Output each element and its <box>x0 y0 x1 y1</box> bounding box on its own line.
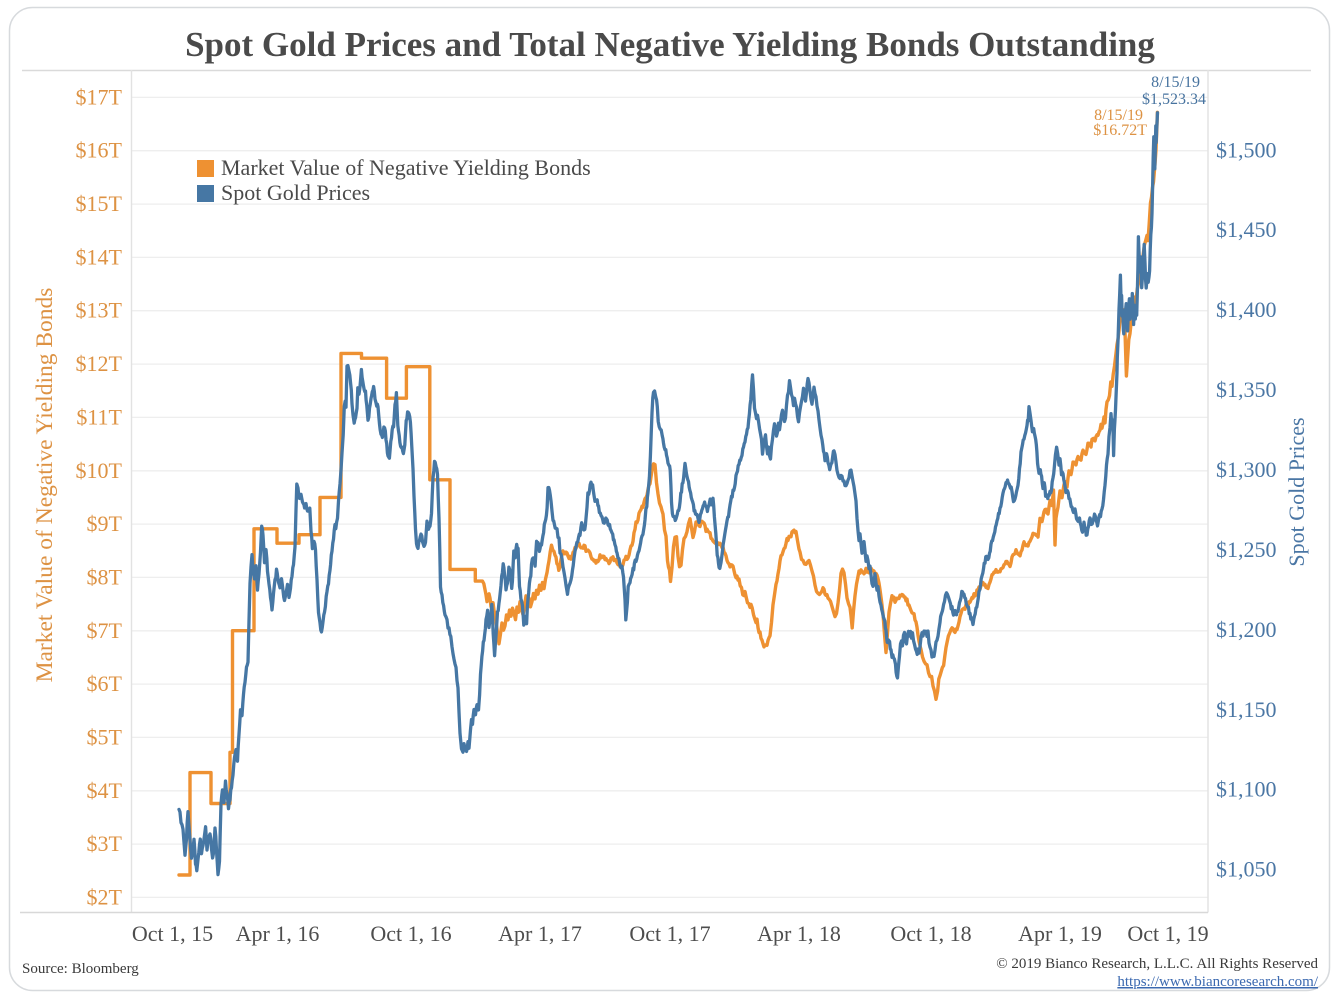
svg-text:$1,250: $1,250 <box>1216 537 1277 562</box>
svg-text:https://www.biancoresearch.com: https://www.biancoresearch.com/ <box>1117 974 1318 990</box>
svg-text:$16.72T: $16.72T <box>1093 122 1147 139</box>
svg-text:$1,100: $1,100 <box>1216 777 1277 802</box>
svg-text:$17T: $17T <box>76 84 123 109</box>
svg-text:$1,200: $1,200 <box>1216 617 1277 642</box>
svg-text:$4T: $4T <box>87 778 123 803</box>
svg-text:$16T: $16T <box>76 138 123 163</box>
svg-text:Spot Gold Prices and Total Neg: Spot Gold Prices and Total Negative Yiel… <box>185 25 1155 64</box>
svg-text:Oct 1, 18: Oct 1, 18 <box>890 921 971 946</box>
svg-text:$1,300: $1,300 <box>1216 457 1277 482</box>
svg-text:Source: Bloomberg: Source: Bloomberg <box>22 961 139 977</box>
svg-text:$11T: $11T <box>76 404 122 429</box>
svg-text:Market Value of Negative Yield: Market Value of Negative Yielding Bonds <box>221 155 591 180</box>
svg-text:$8T: $8T <box>87 564 123 589</box>
svg-text:$12T: $12T <box>76 351 123 376</box>
svg-text:Oct 1, 16: Oct 1, 16 <box>370 921 451 946</box>
svg-text:$1,150: $1,150 <box>1216 697 1277 722</box>
svg-text:$3T: $3T <box>87 831 123 856</box>
svg-text:Market Value of Negative Yield: Market Value of Negative Yielding Bonds <box>32 288 58 683</box>
svg-text:$1,450: $1,450 <box>1216 217 1277 242</box>
svg-text:Oct 1, 15: Oct 1, 15 <box>132 921 213 946</box>
svg-text:$14T: $14T <box>76 244 123 269</box>
svg-text:$1,400: $1,400 <box>1216 297 1277 322</box>
svg-text:Spot Gold Prices: Spot Gold Prices <box>1284 417 1309 566</box>
svg-text:$6T: $6T <box>87 671 123 696</box>
svg-text:$1,050: $1,050 <box>1216 857 1277 882</box>
svg-text:Apr 1, 19: Apr 1, 19 <box>1018 921 1102 946</box>
svg-text:Apr 1, 17: Apr 1, 17 <box>498 921 582 946</box>
svg-text:Oct 1, 17: Oct 1, 17 <box>629 921 710 946</box>
svg-text:$13T: $13T <box>76 298 123 323</box>
svg-text:$5T: $5T <box>87 724 123 749</box>
svg-text:8/15/19: 8/15/19 <box>1151 74 1200 91</box>
svg-text:$1,350: $1,350 <box>1216 377 1277 402</box>
svg-text:$1,523.34: $1,523.34 <box>1142 91 1206 108</box>
svg-text:Apr 1, 16: Apr 1, 16 <box>236 921 320 946</box>
svg-text:$10T: $10T <box>76 458 123 483</box>
svg-text:$1,500: $1,500 <box>1216 137 1277 162</box>
svg-text:Oct 1, 19: Oct 1, 19 <box>1127 921 1208 946</box>
svg-text:© 2019 Bianco Research, L.L.C.: © 2019 Bianco Research, L.L.C. All Right… <box>996 956 1318 972</box>
svg-text:8/15/19: 8/15/19 <box>1094 107 1143 124</box>
svg-text:Spot Gold Prices: Spot Gold Prices <box>221 180 370 205</box>
svg-text:$2T: $2T <box>87 884 123 909</box>
svg-text:$7T: $7T <box>87 618 123 643</box>
svg-text:$9T: $9T <box>87 511 123 536</box>
svg-text:Apr 1, 18: Apr 1, 18 <box>757 921 841 946</box>
svg-text:$15T: $15T <box>76 191 123 216</box>
